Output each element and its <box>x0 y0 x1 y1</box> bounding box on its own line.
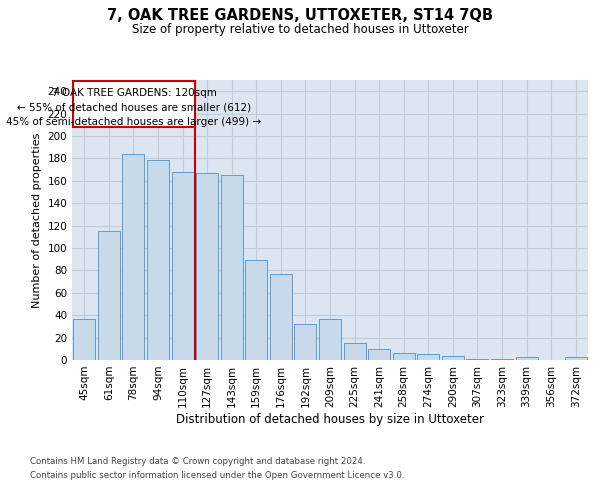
FancyBboxPatch shape <box>73 81 195 127</box>
Bar <box>196 173 218 360</box>
Bar <box>245 260 268 360</box>
Bar <box>295 324 316 360</box>
Bar <box>221 175 243 360</box>
Text: Contains public sector information licensed under the Open Government Licence v3: Contains public sector information licen… <box>30 471 404 480</box>
Bar <box>319 318 341 360</box>
Bar <box>417 354 439 360</box>
Bar <box>270 274 292 360</box>
Bar <box>344 343 365 360</box>
Text: 45% of semi-detached houses are larger (499) →: 45% of semi-detached houses are larger (… <box>7 117 262 127</box>
Bar <box>442 356 464 360</box>
Y-axis label: Number of detached properties: Number of detached properties <box>32 132 42 308</box>
Text: 7, OAK TREE GARDENS, UTTOXETER, ST14 7QB: 7, OAK TREE GARDENS, UTTOXETER, ST14 7QB <box>107 8 493 22</box>
Text: Distribution of detached houses by size in Uttoxeter: Distribution of detached houses by size … <box>176 412 484 426</box>
Text: Size of property relative to detached houses in Uttoxeter: Size of property relative to detached ho… <box>131 22 469 36</box>
Bar <box>98 231 120 360</box>
Text: ← 55% of detached houses are smaller (612): ← 55% of detached houses are smaller (61… <box>17 102 251 113</box>
Bar <box>565 356 587 360</box>
Bar <box>491 359 513 360</box>
Bar <box>392 354 415 360</box>
Bar <box>172 172 194 360</box>
Bar <box>122 154 145 360</box>
Bar <box>466 359 488 360</box>
Bar <box>73 318 95 360</box>
Text: Contains HM Land Registry data © Crown copyright and database right 2024.: Contains HM Land Registry data © Crown c… <box>30 458 365 466</box>
Text: 7 OAK TREE GARDENS: 120sqm: 7 OAK TREE GARDENS: 120sqm <box>52 88 217 98</box>
Bar <box>368 349 390 360</box>
Bar <box>515 356 538 360</box>
Bar <box>147 160 169 360</box>
